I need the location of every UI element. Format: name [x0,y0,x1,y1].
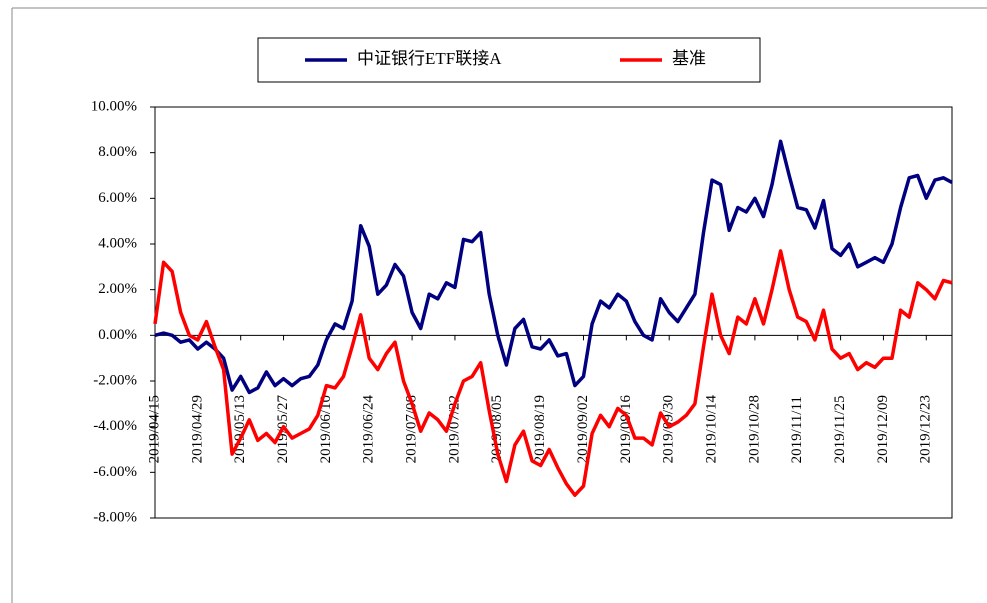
x-tick-label: 2019/11/25 [832,396,848,464]
x-tick-label: 2019/10/14 [703,394,719,463]
y-tick-label: 2.00% [98,281,137,297]
y-tick-label: -6.00% [93,464,137,480]
y-tick-label: 4.00% [98,235,137,251]
legend-label: 中证银行ETF联接A [357,49,502,68]
y-tick-label: 0.00% [98,327,137,343]
x-tick-label: 2019/07/22 [446,395,462,463]
x-tick-label: 2019/04/29 [189,395,205,463]
x-tick-label: 2019/10/28 [746,395,762,463]
y-tick-label: -4.00% [93,418,137,434]
y-tick-label: 8.00% [98,144,137,160]
x-tick-label: 2019/06/24 [361,394,377,463]
x-tick-label: 2019/11/11 [789,396,805,463]
x-tick-label: 2019/12/09 [875,395,891,463]
series-line [153,249,953,497]
series-line [154,139,953,395]
x-tick-label: 2019/08/19 [532,395,548,463]
x-tick-label: 2019/04/15 [146,395,162,463]
x-tick-label: 2019/12/23 [918,395,934,463]
x-tick-label: 2019/06/10 [318,395,334,463]
y-tick-label: -2.00% [93,372,137,388]
y-tick-label: 10.00% [91,98,137,114]
x-tick-label: 2019/09/02 [575,395,591,463]
x-tick-label: 2019/08/05 [489,395,505,463]
y-tick-label: -8.00% [93,509,137,525]
x-tick-label: 2019/09/30 [661,395,677,463]
y-tick-label: 6.00% [98,190,137,206]
legend-label: 基准 [672,49,706,68]
